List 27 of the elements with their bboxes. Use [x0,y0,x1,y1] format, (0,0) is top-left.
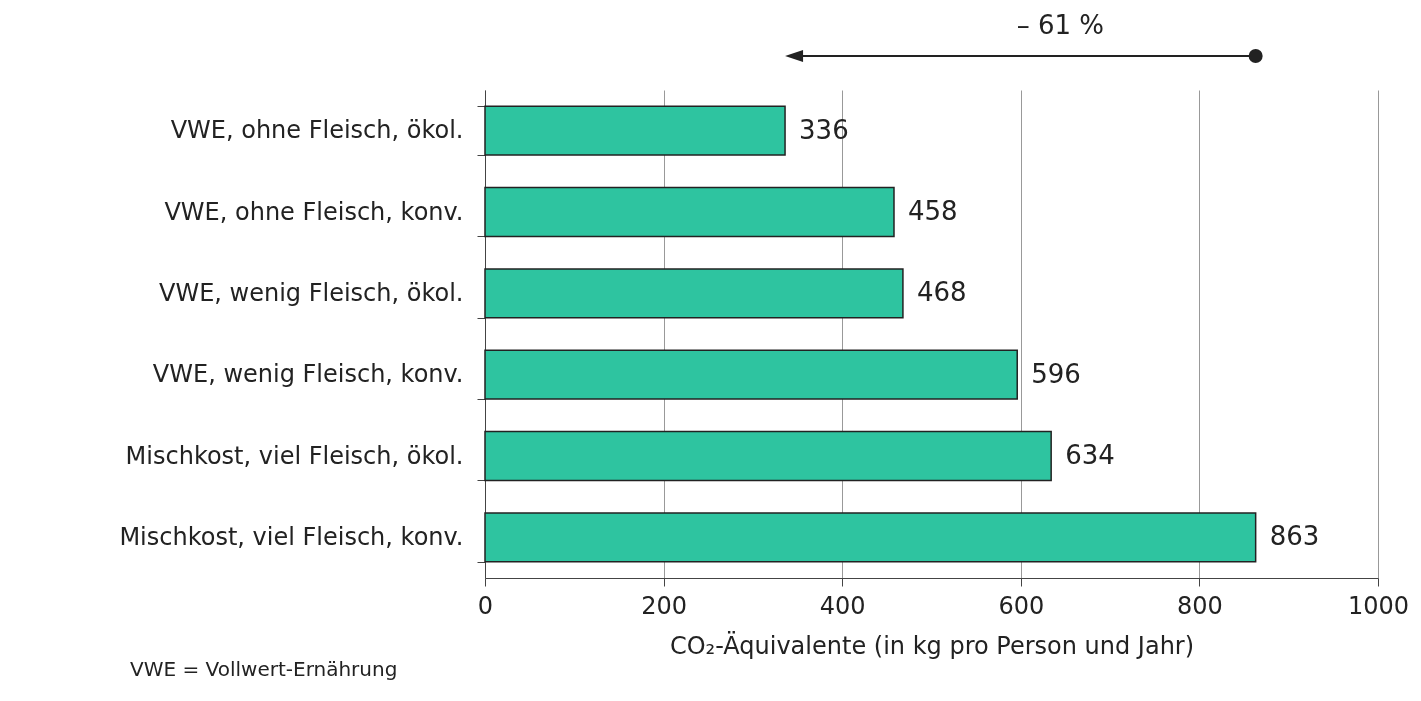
y-tick-label: VWE, wenig Fleisch, ökol. [159,278,464,307]
bar [484,268,904,319]
x-tick-label: 800 [1176,591,1223,620]
data-label: 458 [907,196,958,226]
text: – 61 % [1016,10,1105,40]
x-tick-label: 1000 [1347,591,1410,620]
y-tick-label: VWE, ohne Fleisch, ökol. [170,116,464,145]
x-axis-title: CO₂-Äquivalente (in kg pro Person und Jahr) [669,630,1195,660]
data-label: 468 [916,277,967,308]
bar [484,105,786,156]
bar [484,430,1052,482]
y-tick-label: Mischkost, viel Fleisch, konv. [119,522,464,551]
data-label: 596 [1031,358,1081,389]
y-tick-label: Mischkost, viel Fleisch, ökol. [125,441,464,470]
x-tick-label: 400 [819,591,866,620]
text: VWE = Vollwert-Ernährung [130,657,398,681]
bar [484,512,1257,563]
data-label: 863 [1269,521,1320,552]
data-label: 336 [799,114,849,145]
bar [484,349,1018,400]
x-tick-label: 200 [641,591,688,620]
x-tick-label: 0 [477,591,494,620]
x-tick-label: 600 [998,591,1045,620]
bar [484,186,895,238]
data-label: 634 [1065,440,1115,470]
y-tick-label: VWE, ohne Fleisch, konv. [164,197,464,226]
y-tick-label: VWE, wenig Fleisch, konv. [152,360,464,389]
